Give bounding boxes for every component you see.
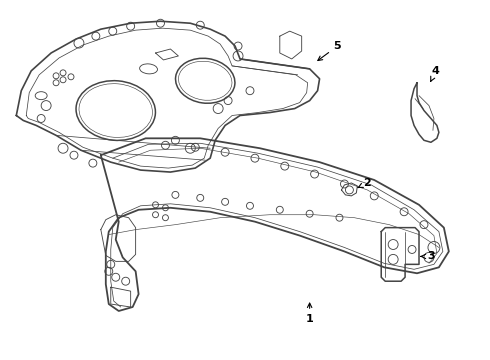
Text: 3: 3	[421, 251, 435, 261]
Text: 2: 2	[358, 178, 371, 188]
Text: 5: 5	[318, 41, 342, 60]
Text: 4: 4	[431, 66, 440, 81]
Text: 1: 1	[306, 303, 314, 324]
